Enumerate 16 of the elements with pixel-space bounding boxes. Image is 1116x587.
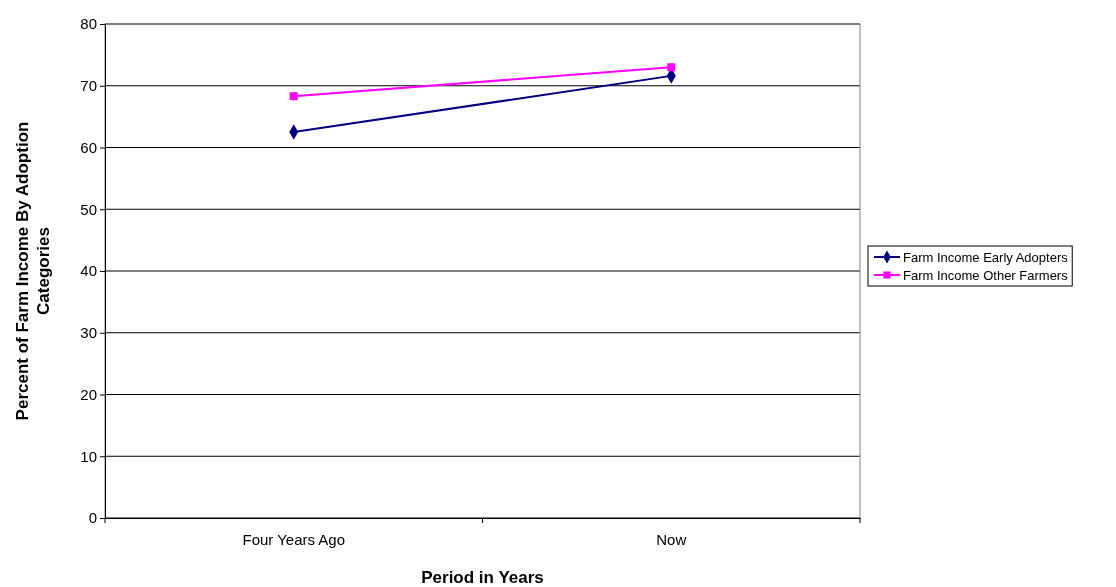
y-axis-title: Percent of Farm Income By Adoption Categories <box>13 121 53 421</box>
y-tick-label: 40 <box>80 262 97 280</box>
legend-label: Farm Income Other Farmers <box>903 267 1069 283</box>
y-tick-label: 50 <box>80 200 97 218</box>
x-tick-label: Now <box>656 531 687 548</box>
x-axis-title: Period in Years <box>421 568 544 587</box>
y-tick-label: 80 <box>80 15 97 33</box>
legend-label: Farm Income Early Adopters <box>903 249 1069 265</box>
point <box>289 92 298 101</box>
y-tick-label: 30 <box>80 324 97 342</box>
y-tick-label: 0 <box>88 509 97 527</box>
x-tick-label: Four Years Ago <box>242 531 346 548</box>
y-tick-label: 70 <box>80 77 97 95</box>
y-tick-label: 20 <box>80 385 97 403</box>
y-tick-label: 60 <box>80 138 97 156</box>
y-tick-label: 10 <box>80 447 97 465</box>
